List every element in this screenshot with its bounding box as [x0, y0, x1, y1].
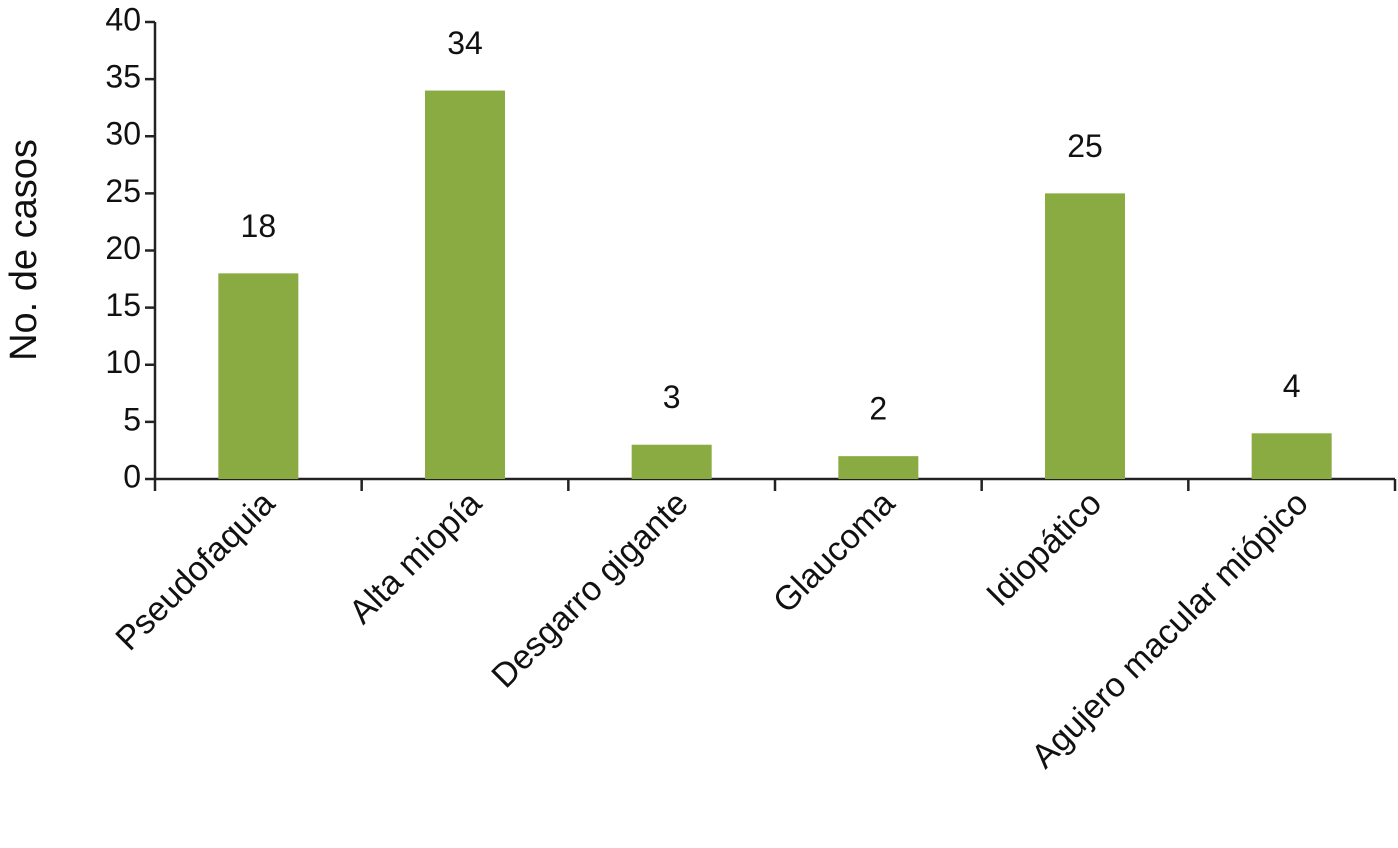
x-tick-label: Glaucoma: [766, 484, 903, 621]
y-tick-label: 5: [123, 401, 141, 437]
y-tick-label: 20: [105, 230, 141, 266]
value-label: 18: [241, 208, 277, 244]
value-label: 25: [1067, 128, 1103, 164]
value-label: 2: [869, 391, 887, 427]
bar: [631, 444, 712, 479]
y-tick-label: 25: [105, 173, 141, 209]
value-label: 4: [1283, 368, 1301, 404]
x-tick-label: Idiopático: [979, 484, 1109, 614]
bar: [425, 90, 505, 480]
y-axis-label: No. de casos: [3, 139, 45, 361]
x-tick-label: Pseudofaquia: [108, 484, 282, 658]
y-tick-label: 35: [105, 59, 141, 95]
bar: [218, 273, 299, 479]
y-tick-label: 40: [105, 1, 141, 37]
x-tick-label: Desgarro gigante: [484, 484, 695, 695]
y-tick-label: 0: [123, 458, 141, 494]
bar: [1251, 433, 1332, 479]
value-label: 34: [447, 25, 483, 61]
bar: [1045, 193, 1125, 479]
y-tick-label: 15: [105, 287, 141, 323]
x-tick-label: Alta miopía: [342, 484, 489, 631]
bar: [838, 456, 919, 479]
y-tick-label: 30: [105, 116, 141, 152]
y-tick-label: 10: [105, 344, 141, 380]
value-label: 3: [663, 379, 681, 415]
